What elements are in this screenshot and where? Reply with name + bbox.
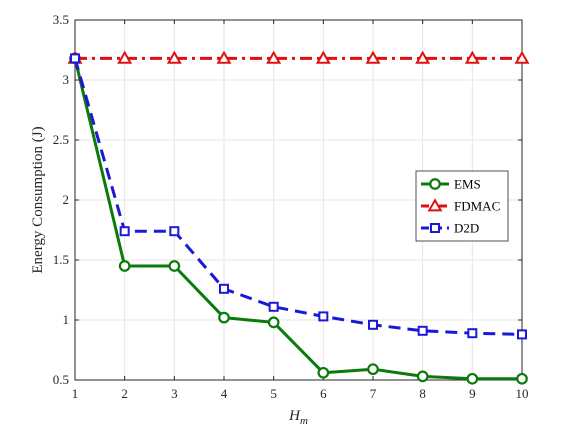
series-ems-marker	[416, 370, 429, 383]
legend: EMS FDMAC D2D	[415, 170, 509, 242]
x-tick-label: 6	[320, 386, 327, 401]
series-fdmac-marker	[166, 50, 182, 64]
legend-marker-fdmac	[427, 198, 443, 212]
series-fdmac-marker	[464, 50, 480, 64]
series-ems-marker	[267, 316, 280, 329]
y-tick-label: 1.5	[53, 252, 69, 267]
series-d2d-marker	[368, 319, 378, 330]
series-ems-line	[73, 58, 522, 381]
series-d2d-marker	[169, 226, 180, 237]
legend-marker-ems	[429, 178, 441, 190]
series-d2d-marker	[417, 325, 428, 336]
x-tick-label: 5	[270, 386, 277, 401]
series-ems-marker	[118, 260, 131, 272]
series-d2d-marker	[219, 283, 229, 294]
series-fdmac-marker	[514, 50, 530, 64]
y-tick-label: 2.5	[53, 132, 69, 147]
series-fdmac-marker	[365, 50, 381, 64]
series-d2d-marker	[517, 329, 527, 340]
x-axis-label: Hm	[288, 408, 308, 427]
series-ems-marker	[367, 363, 379, 376]
axis-ticks: 1 2 3 4 5 6 7 8 9 100.511.522.533.5	[53, 12, 529, 401]
legend-item-fdmac: FDMAC	[421, 198, 500, 214]
legend-marker-d2d	[430, 223, 440, 233]
legend-label-d2d: D2D	[454, 221, 479, 236]
series-d2d-marker	[119, 226, 130, 237]
series-fdmac-marker	[216, 50, 232, 64]
series-d2d	[70, 53, 527, 340]
legend-item-ems: EMS	[421, 177, 481, 192]
series-d2d-marker	[318, 311, 329, 322]
series-d2d-line	[73, 57, 523, 336]
x-axis-label-main: H	[288, 408, 301, 424]
series-fdmac-marker	[266, 50, 282, 64]
series-fdmac-marker	[415, 50, 431, 64]
series-d2d-marker	[70, 53, 80, 64]
x-tick-label: 9	[469, 386, 476, 401]
legend-items: EMS FDMAC D2D	[421, 177, 500, 236]
x-axis-label-subscript: m	[300, 415, 308, 427]
series-ems-marker	[466, 372, 479, 385]
y-tick-label: 1	[63, 312, 70, 327]
x-tick-label: 8	[419, 386, 426, 401]
x-tick-label: 1	[72, 386, 79, 401]
y-axis-label: Energy Consumption (J)	[30, 126, 46, 273]
series-ems-marker	[168, 260, 181, 272]
x-tick-label: 3	[171, 386, 178, 401]
y-tick-label: 3	[63, 72, 70, 87]
series-ems-marker	[516, 372, 528, 385]
x-tick-label: 10	[516, 386, 529, 401]
y-tick-label: 2	[63, 192, 70, 207]
x-tick-label: 2	[121, 386, 128, 401]
legend-label-fdmac: FDMAC	[454, 199, 500, 214]
legend-item-d2d: D2D	[421, 221, 479, 236]
series-d2d-marker	[268, 301, 279, 312]
series-d2d-marker	[467, 328, 478, 339]
series-ems-marker	[218, 311, 230, 324]
series-fdmac-marker	[315, 50, 331, 64]
series-layer	[67, 50, 530, 385]
y-tick-label: 0.5	[53, 372, 69, 387]
legend-label-ems: EMS	[454, 177, 481, 192]
y-tick-label: 3.5	[53, 12, 69, 27]
series-fdmac-marker	[117, 50, 133, 64]
x-tick-label: 4	[221, 386, 228, 401]
series-ems-marker	[317, 366, 330, 379]
x-tick-label: 7	[370, 386, 377, 401]
